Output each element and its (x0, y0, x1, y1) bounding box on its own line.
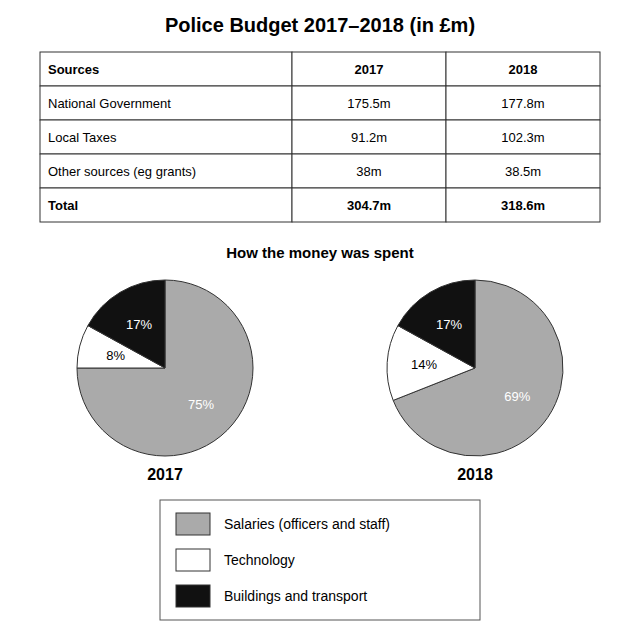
title: Police Budget 2017–2018 (in £m) (165, 14, 475, 36)
legend-label: Buildings and transport (224, 588, 367, 604)
pie-slice (88, 280, 165, 368)
data-label: 17% (126, 317, 152, 332)
pie-slice (393, 280, 563, 456)
table-cell-text: 175.5m (347, 96, 390, 111)
subtitle: How the money was spent (226, 244, 414, 261)
legend-box (160, 500, 480, 620)
table-cell (446, 52, 600, 86)
table-cell-text: National Government (48, 96, 171, 111)
legend-swatch (176, 549, 210, 571)
table-cell (292, 188, 446, 222)
table-cell-text: 91.2m (351, 130, 387, 145)
pie-slice (398, 280, 475, 368)
table-cell (292, 154, 446, 188)
table-cell-text: 177.8m (501, 96, 544, 111)
table-cell-text: 102.3m (501, 130, 544, 145)
data-label: 8% (106, 348, 125, 363)
table-cell (292, 52, 446, 86)
data-label: 69% (504, 389, 530, 404)
table-cell (446, 86, 600, 120)
pie: 75% 8% 17% (77, 280, 253, 456)
table-cell (40, 120, 292, 154)
legend-label: Salaries (officers and staff) (224, 516, 390, 532)
table-cell (40, 86, 292, 120)
data-label: 14% (411, 357, 437, 372)
pie: 69% 14% 17% (387, 280, 563, 456)
pie-title: 2017 (147, 466, 183, 483)
table-cell (292, 120, 446, 154)
table-cell (446, 188, 600, 222)
table-cell (40, 188, 292, 222)
table-header: 2018 (509, 62, 538, 77)
pie-slice (77, 280, 253, 456)
table: Sources 2017 2018 National Government 175.5m… (40, 52, 600, 222)
legend-swatch (176, 585, 210, 607)
table-cell-text: 304.7m (347, 198, 391, 213)
table-cell (40, 52, 292, 86)
table-cell-text: 38m (356, 164, 381, 179)
data-label: 17% (436, 317, 462, 332)
legend-label: Technology (224, 552, 295, 568)
table-cell (446, 154, 600, 188)
table-cell-text: Local Taxes (48, 130, 117, 145)
data-label: 75% (188, 397, 214, 412)
table-cell-text: 38.5m (505, 164, 541, 179)
legend: Salaries (officers and staff) Technology B… (160, 500, 480, 620)
pie-title: 2018 (457, 466, 493, 483)
table-cell-text: 318.6m (501, 198, 545, 213)
legend-swatch (176, 513, 210, 535)
table-cell (446, 120, 600, 154)
table-header: 2017 (355, 62, 384, 77)
table-cell-text: Total (48, 198, 78, 213)
table-cell (40, 154, 292, 188)
table-cell-text: Other sources (eg grants) (48, 164, 196, 179)
table-cell (292, 86, 446, 120)
table-header: Sources (48, 62, 99, 77)
chart: Police Budget 2017–2018 (in £m) Sources 20… (0, 0, 640, 625)
